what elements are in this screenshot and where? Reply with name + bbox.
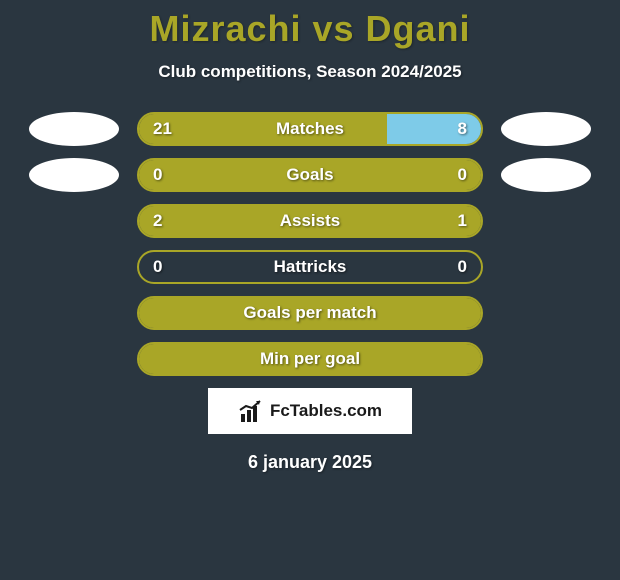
stat-label: Matches [139, 119, 481, 139]
stat-row: 21Assists [0, 204, 620, 238]
bar-chart-icon [238, 400, 264, 422]
stat-row: Goals per match [0, 296, 620, 330]
player-photo-left [29, 112, 119, 146]
spacer [29, 296, 119, 330]
stat-bar: 00Hattricks [137, 250, 483, 284]
page-title: Mizrachi vs Dgani [0, 8, 620, 50]
stat-bar: 218Matches [137, 112, 483, 146]
spacer [501, 250, 591, 284]
date-label: 6 january 2025 [0, 452, 620, 473]
stats-list: 218Matches 00Goals 21Assists 00Hattricks Goa… [0, 112, 620, 376]
comparison-card: Mizrachi vs Dgani Club competitions, Sea… [0, 0, 620, 473]
player-photo-right [501, 112, 591, 146]
stat-row: 00Hattricks [0, 250, 620, 284]
stat-row: 218Matches [0, 112, 620, 146]
stat-bar: 00Goals [137, 158, 483, 192]
stat-bar: 21Assists [137, 204, 483, 238]
spacer [29, 204, 119, 238]
player-photo-left [29, 158, 119, 192]
spacer [29, 342, 119, 376]
stat-bar: Goals per match [137, 296, 483, 330]
stat-label: Goals [139, 165, 481, 185]
subtitle: Club competitions, Season 2024/2025 [0, 62, 620, 82]
stat-bar: Min per goal [137, 342, 483, 376]
spacer [501, 296, 591, 330]
stat-row: 00Goals [0, 158, 620, 192]
spacer [501, 342, 591, 376]
stat-row: Min per goal [0, 342, 620, 376]
brand-text: FcTables.com [270, 401, 382, 421]
stat-label: Goals per match [139, 303, 481, 323]
stat-label: Hattricks [139, 257, 481, 277]
stat-label: Min per goal [139, 349, 481, 369]
brand-logo[interactable]: FcTables.com [208, 388, 412, 434]
spacer [29, 250, 119, 284]
stat-label: Assists [139, 211, 481, 231]
player-photo-right [501, 158, 591, 192]
spacer [501, 204, 591, 238]
